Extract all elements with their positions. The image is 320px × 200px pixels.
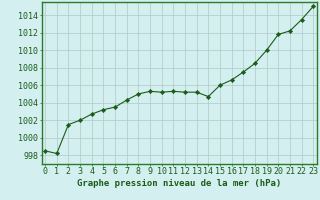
- X-axis label: Graphe pression niveau de la mer (hPa): Graphe pression niveau de la mer (hPa): [77, 179, 281, 188]
